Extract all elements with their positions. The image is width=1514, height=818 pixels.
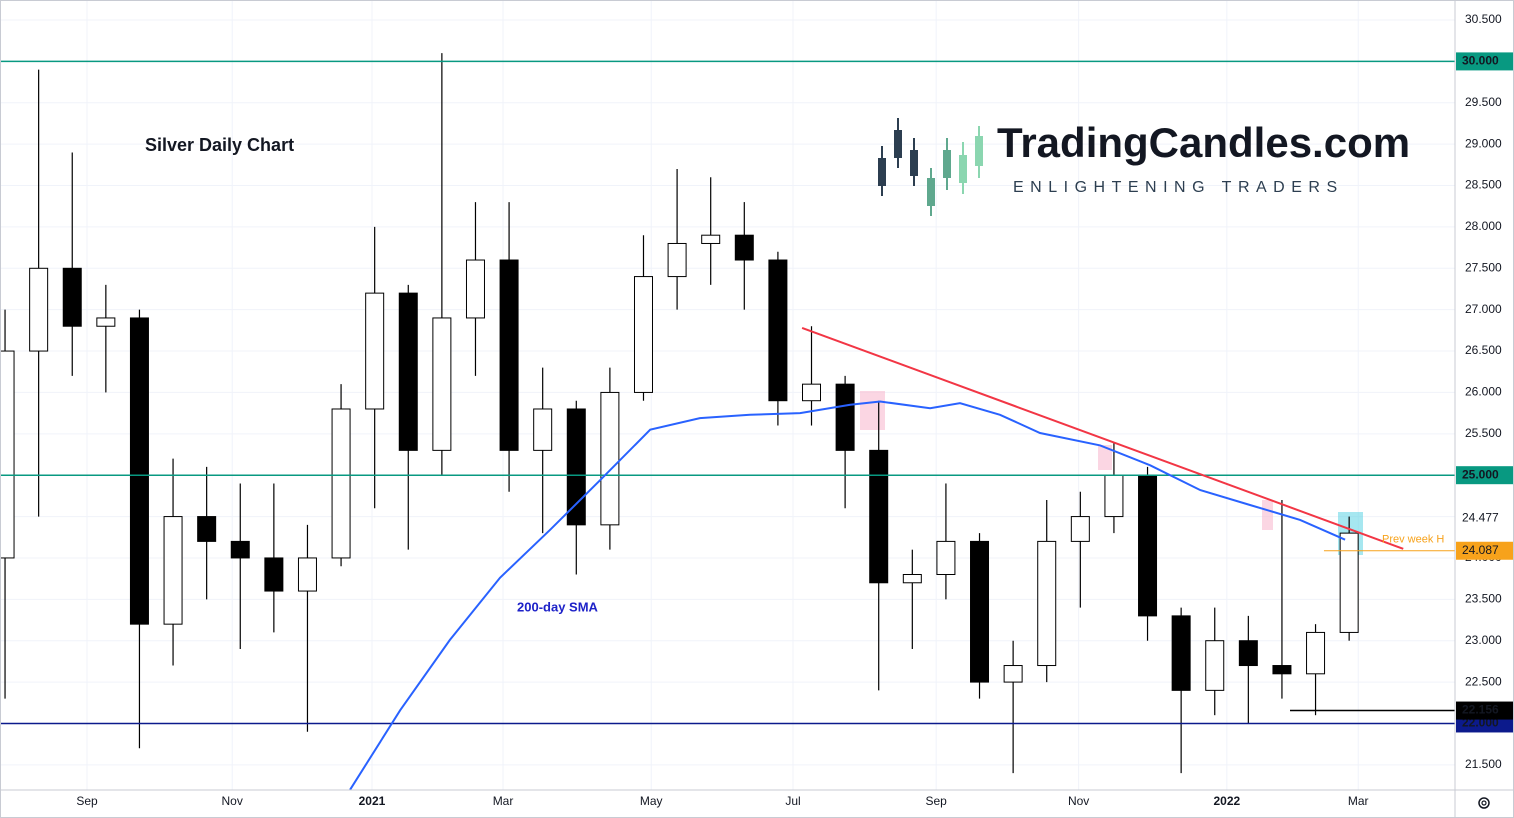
candle-body	[533, 408, 553, 451]
x-tick-label: Nov	[1068, 794, 1089, 808]
y-tick-label: 30.500	[1465, 12, 1502, 26]
candle-body	[902, 574, 922, 584]
prev-week-high-badge	[1456, 541, 1513, 560]
candle-body	[230, 540, 250, 559]
candle-body	[0, 350, 15, 559]
x-tick-label: Mar	[1348, 794, 1369, 808]
candle-body	[566, 408, 586, 526]
candle-body	[432, 317, 452, 451]
candle-body	[264, 557, 284, 592]
candle-body	[297, 557, 317, 592]
candle-body	[1138, 474, 1158, 617]
axes: 21.50022.00022.50023.00023.50024.00024.5…	[76, 12, 1513, 808]
candle-body	[1272, 665, 1292, 675]
settings-icon[interactable]	[1478, 797, 1490, 809]
candle-body	[970, 540, 990, 683]
candle-body	[1171, 615, 1191, 691]
candle-body	[163, 516, 183, 625]
y-tick-label: 26.000	[1465, 385, 1502, 399]
candle-body	[936, 540, 956, 576]
candle-body	[1339, 532, 1359, 633]
logo-icon	[878, 118, 983, 216]
time-axis	[0, 790, 1514, 818]
level-badge	[1456, 701, 1513, 720]
x-tick-label: Nov	[222, 794, 243, 808]
level-label: 25.000	[1462, 467, 1499, 481]
candle-body	[365, 292, 385, 410]
y-tick-label: 23.000	[1465, 633, 1502, 647]
y-tick-label: 29.500	[1465, 95, 1502, 109]
candle-body	[29, 267, 49, 352]
x-tick-label: 2021	[359, 794, 386, 808]
x-tick-label: 2022	[1213, 794, 1240, 808]
candle-body	[1238, 640, 1258, 667]
y-tick-label: 28.500	[1465, 178, 1502, 192]
chart-title: Silver Daily Chart	[145, 135, 294, 155]
candle-body	[701, 234, 721, 244]
y-tick-label: 26.500	[1465, 343, 1502, 357]
candle-body	[869, 449, 889, 584]
candle-body	[1070, 516, 1090, 542]
trendline	[801, 326, 1404, 550]
y-tick-label: 27.500	[1465, 260, 1502, 274]
current-price-badge	[1456, 509, 1513, 528]
logo-name: TradingCandles.com	[997, 119, 1410, 166]
level-badge	[1456, 466, 1513, 485]
level-label: 22.156	[1462, 703, 1499, 717]
candle-body	[499, 259, 519, 451]
plot: Prev week H	[0, 53, 1455, 791]
level-badge	[1456, 52, 1513, 71]
candle-body	[398, 292, 418, 451]
y-tick-label: 28.000	[1465, 219, 1502, 233]
candle-body	[331, 408, 351, 559]
y-tick-label: 21.500	[1465, 757, 1502, 771]
y-tick-label: 22.500	[1465, 674, 1502, 688]
x-tick-label: Sep	[76, 794, 98, 808]
candle-body	[1205, 640, 1225, 691]
prev-week-high-value: 24.087	[1462, 543, 1499, 557]
candle-body	[734, 234, 754, 261]
current-price-label: 24.477	[1462, 511, 1499, 525]
x-tick-label: Mar	[493, 794, 514, 808]
candle-body	[1003, 665, 1023, 683]
highlight-box	[1098, 445, 1112, 470]
price-axis	[1455, 0, 1514, 818]
candle-body	[197, 516, 217, 542]
level-label: 30.000	[1462, 54, 1499, 68]
prev-week-high-label: Prev week H	[1382, 534, 1444, 546]
candle-body	[1104, 474, 1124, 518]
y-tick-label: 25.500	[1465, 426, 1502, 440]
x-tick-label: Jul	[785, 794, 800, 808]
candle-body	[62, 267, 82, 327]
candle-body	[835, 383, 855, 451]
x-tick-label: Sep	[925, 794, 947, 808]
logo-tagline: ENLIGHTENING TRADERS	[1013, 179, 1344, 196]
candle-body	[465, 259, 485, 319]
y-tick-label: 27.000	[1465, 302, 1502, 316]
highlight-box	[860, 391, 885, 430]
candle-body	[96, 317, 116, 327]
candle-body	[1306, 631, 1326, 675]
sma-line	[349, 400, 1346, 791]
sma-label: 200-day SMA	[517, 599, 599, 614]
x-tick-label: May	[640, 794, 663, 808]
candle-body	[633, 276, 653, 393]
y-tick-label: 29.000	[1465, 136, 1502, 150]
candle-body	[600, 391, 620, 526]
y-tick-label: 23.500	[1465, 591, 1502, 605]
highlight-box	[1262, 500, 1273, 530]
candle-body	[667, 242, 687, 278]
candle-body	[1037, 540, 1057, 667]
candle-body	[768, 259, 788, 402]
candle-body	[802, 383, 822, 402]
candle-body	[129, 317, 149, 625]
